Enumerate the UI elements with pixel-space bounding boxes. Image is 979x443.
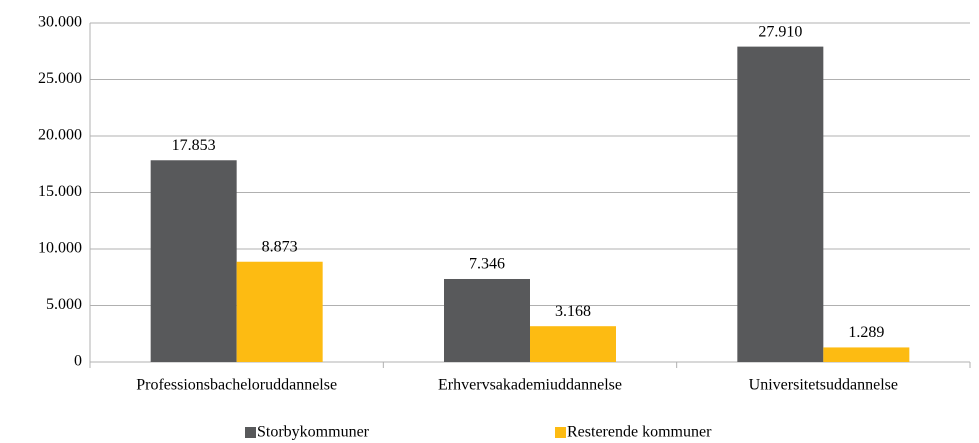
bar [737,46,824,362]
data-label: 27.910 [758,23,802,40]
y-tick-label: 20.000 [38,127,82,144]
data-label: 8.873 [262,238,298,255]
data-label: 17.853 [172,137,216,154]
legend-swatch [555,427,566,438]
y-tick-label: 5.000 [46,296,82,313]
legend-label: Storbykommuner [257,424,370,441]
y-tick-label: 10.000 [38,240,82,257]
data-label: 3.168 [555,303,591,320]
legend-swatch [245,427,256,438]
x-tick-label: Professionsbacheloruddannelse [136,377,337,394]
bar [150,160,237,362]
bar [444,278,530,362]
legend-label: Resterende kommuner [567,424,712,441]
data-label: 1.289 [848,324,884,341]
y-tick-label: 0 [74,353,82,370]
x-tick-label: Universitetsuddannelse [749,377,898,394]
bar [823,347,910,362]
data-label: 7.346 [469,256,505,273]
y-tick-label: 15.000 [38,183,82,200]
bar [530,326,616,362]
x-tick-label: Erhvervsakademiuddannelse [438,377,622,394]
y-tick-label: 25.000 [38,70,82,87]
y-tick-label: 30.000 [38,14,82,31]
bar [236,261,323,362]
